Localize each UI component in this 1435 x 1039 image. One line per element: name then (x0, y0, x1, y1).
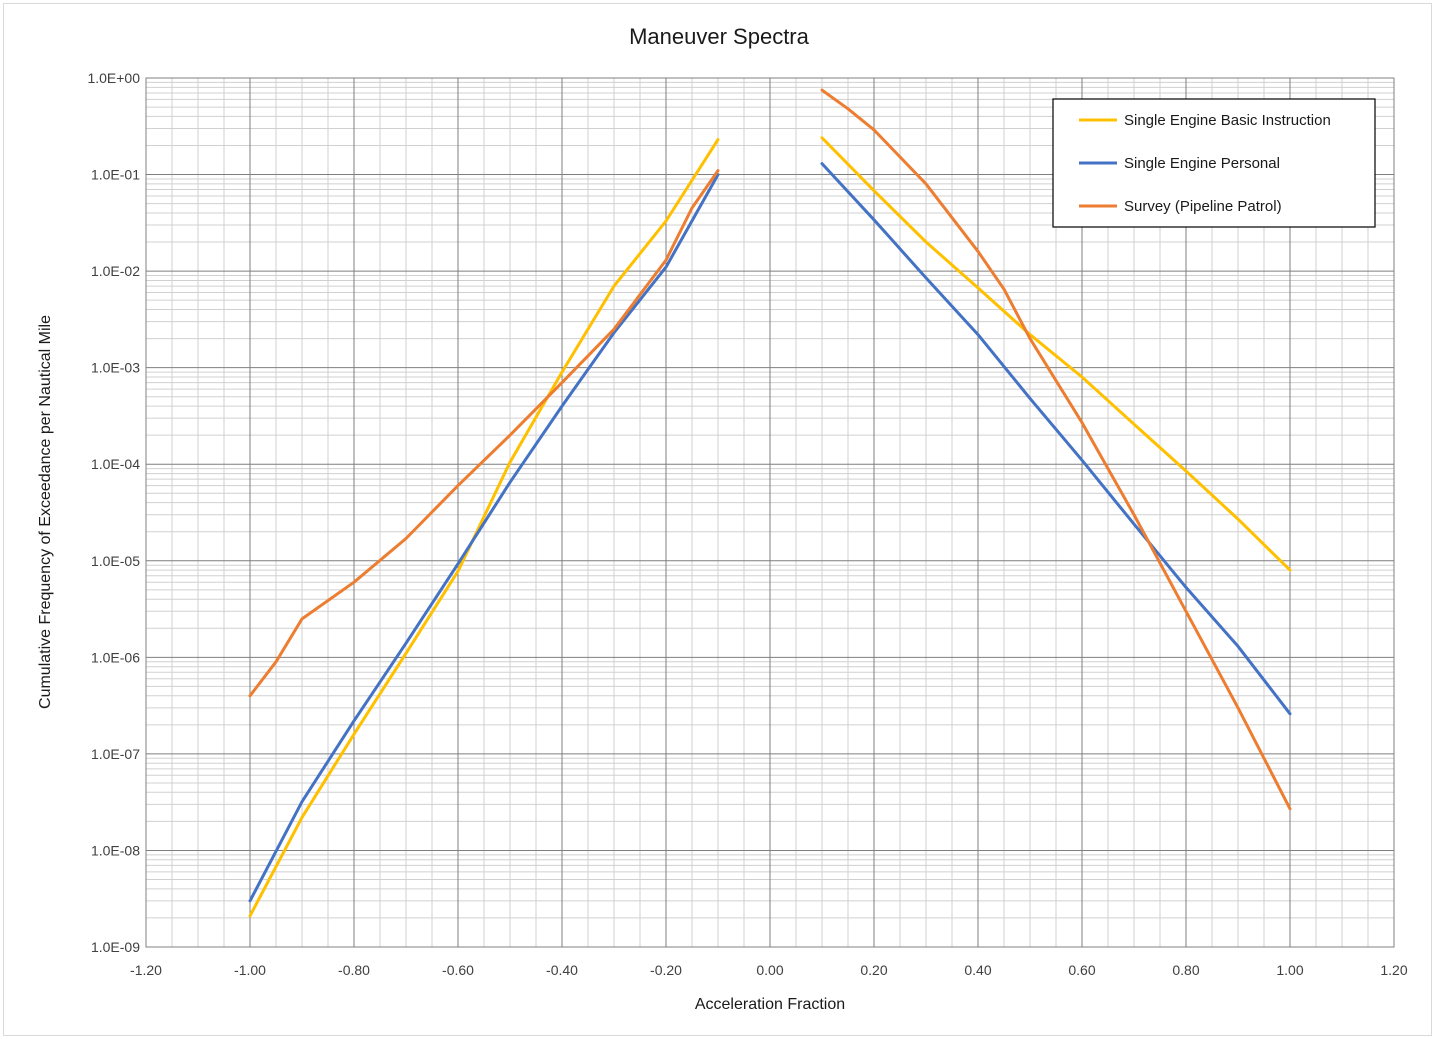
y-tick-label: 1.0E-04 (91, 456, 140, 472)
x-tick-label: -1.20 (130, 962, 162, 978)
y-tick-labels: 1.0E-09 1.0E-08 1.0E-07 1.0E-06 1.0E-05 1.0E-… (87, 70, 140, 955)
series-lines (248, 88, 1292, 918)
plot-area-border (145, 77, 1395, 948)
series-line (248, 173, 720, 903)
x-tick-label: 1.00 (1276, 962, 1303, 978)
y-tick-label: 1.0E-05 (91, 553, 140, 569)
x-tick-label: 0.80 (1172, 962, 1199, 978)
series-line (248, 169, 720, 698)
x-tick-label: -0.80 (338, 962, 370, 978)
y-tick-label: 1.0E-08 (91, 842, 140, 858)
legend-label: Single Engine Personal (1124, 155, 1280, 172)
x-tick-label: 0.60 (1068, 962, 1095, 978)
series-line (248, 138, 720, 918)
legend-label: Survey (Pipeline Patrol) (1124, 198, 1282, 215)
y-axis-title: Cumulative Frequency of Exceedance per N… (37, 315, 54, 709)
x-tick-label: 0.00 (756, 962, 783, 978)
x-tick-label: 1.20 (1380, 962, 1407, 978)
x-tick-label: 0.40 (964, 962, 991, 978)
series-line (820, 162, 1292, 716)
x-tick-label: -0.40 (546, 962, 578, 978)
legend-label: Single Engine Basic Instruction (1124, 112, 1331, 129)
x-axis-title: Acceleration Fraction (695, 996, 845, 1013)
y-tick-label: 1.0E+00 (87, 70, 140, 86)
y-tick-label: 1.0E-03 (91, 360, 140, 376)
legend: Single Engine Basic Instruction Single En… (1052, 98, 1376, 228)
series-line (820, 88, 1292, 811)
chart-title: Maneuver Spectra (629, 24, 810, 49)
x-tick-label: -0.60 (442, 962, 474, 978)
y-tick-label: 1.0E-06 (91, 649, 140, 665)
x-tick-label: 0.20 (860, 962, 887, 978)
y-tick-label: 1.0E-09 (91, 939, 140, 955)
x-tick-labels: -1.20 -1.00 -0.80 -0.60 -0.40 -0.20 0.00 0.20 0.… (130, 962, 1408, 978)
y-tick-label: 1.0E-01 (91, 167, 140, 183)
series-line (820, 136, 1292, 572)
x-tick-label: -1.00 (234, 962, 266, 978)
x-tick-label: -0.20 (650, 962, 682, 978)
y-tick-label: 1.0E-02 (91, 263, 140, 279)
y-tick-label: 1.0E-07 (91, 746, 140, 762)
